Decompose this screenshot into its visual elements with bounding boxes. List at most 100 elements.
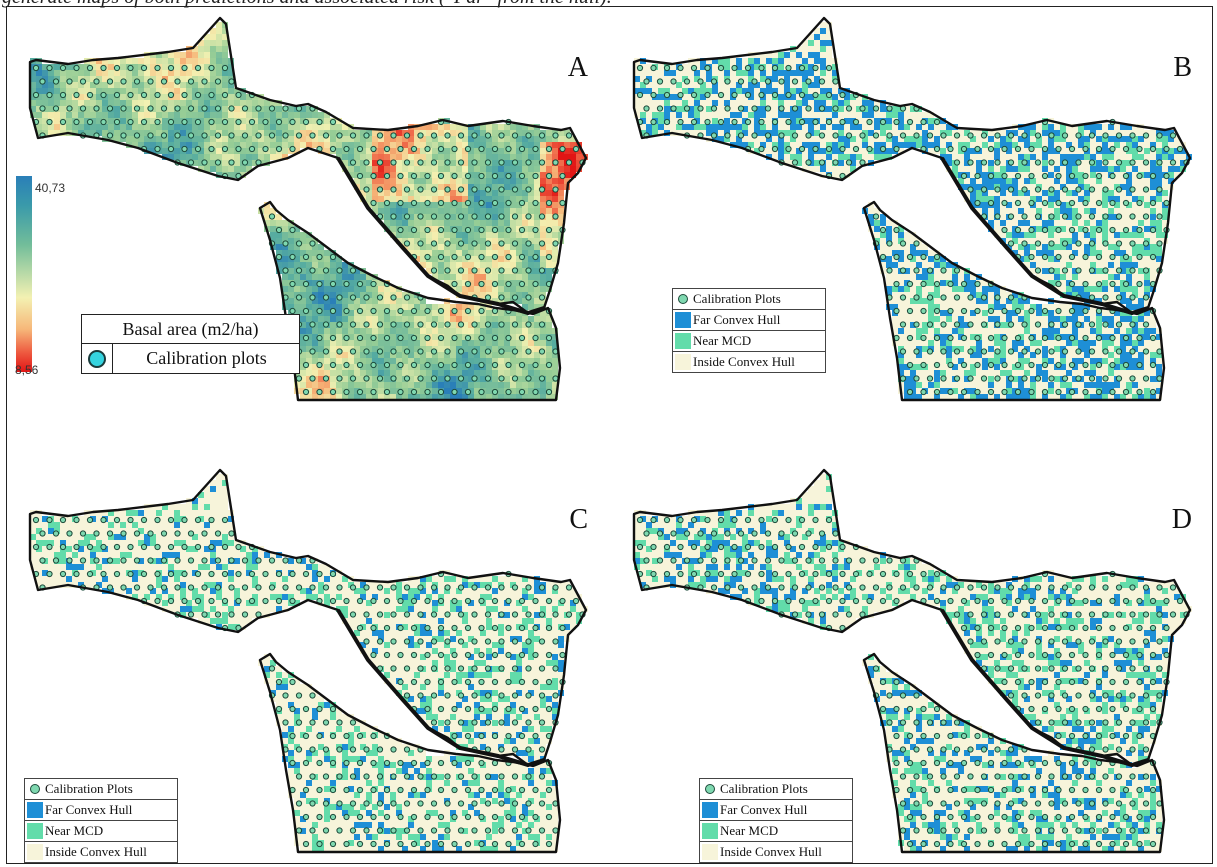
basal-area-cell: [174, 58, 180, 64]
basal-area-cell: [534, 220, 540, 226]
basal-area-cell: [426, 214, 432, 220]
risk-cell: [898, 286, 904, 292]
risk-cell: [1030, 250, 1036, 256]
risk-cell: [1096, 316, 1102, 322]
basal-area-cell: [504, 346, 510, 352]
basal-area-cell: [174, 154, 180, 160]
risk-cell: [1018, 226, 1024, 232]
calibration-plot: [478, 280, 485, 288]
basal-area-cell: [504, 382, 510, 388]
basal-area-cell: [348, 154, 354, 160]
risk-cell: [1066, 310, 1072, 316]
basal-area-cell: [330, 298, 336, 304]
basal-area-cell: [378, 208, 384, 214]
basal-area-cell: [444, 190, 450, 196]
risk-cell: [646, 130, 652, 136]
basal-area-cell: [372, 328, 378, 334]
basal-area-cell: [84, 70, 90, 76]
basal-area-cell: [144, 106, 150, 112]
risk-cell: [652, 70, 658, 76]
basal-area-cell: [342, 352, 348, 358]
basal-area-cell: [252, 136, 258, 142]
calibration-plot: [538, 159, 546, 166]
risk-cell: [1114, 250, 1120, 256]
calibration-plot: [478, 388, 485, 396]
basal-area-cell: [300, 316, 306, 322]
calibration-plot: [410, 307, 418, 315]
risk-cell: [640, 76, 646, 82]
basal-area-cell: [162, 142, 168, 148]
basal-area-cell: [558, 130, 564, 136]
risk-cell: [790, 52, 796, 58]
basal-area-cell: [390, 328, 396, 334]
risk-cell: [784, 112, 790, 118]
basal-area-cell: [222, 46, 228, 52]
risk-cell: [886, 298, 892, 304]
risk-cell: [934, 130, 940, 136]
basal-area-cell: [480, 178, 486, 184]
risk-cell: [1084, 250, 1090, 256]
basal-area-cell: [228, 94, 234, 100]
basal-area-cell: [270, 118, 276, 124]
calibration-plot: [437, 253, 445, 261]
risk-cell: [1030, 262, 1036, 268]
risk-cell: [784, 82, 790, 88]
basal-area-cell: [138, 124, 144, 130]
risk-cell: [796, 58, 802, 64]
risk-cell: [982, 172, 988, 178]
basal-area-cell: [414, 334, 420, 340]
risk-cell: [904, 292, 910, 298]
figure-frame: [6, 6, 1213, 864]
risk-cell: [898, 244, 904, 250]
basal-area-cell: [540, 274, 546, 280]
basal-area-cell: [198, 148, 204, 154]
calibration-plot: [383, 361, 391, 369]
basal-area-cell: [234, 124, 240, 130]
basal-area-cell: [486, 364, 492, 370]
basal-area-cell: [408, 214, 414, 220]
risk-cell: [964, 142, 970, 148]
basal-area-cell: [414, 130, 420, 136]
basal-area-cell: [528, 370, 534, 376]
basal-area-cell: [336, 154, 342, 160]
basal-area-cell: [192, 70, 198, 76]
risk-cell: [1120, 136, 1126, 142]
risk-cell: [886, 280, 892, 286]
risk-cell: [874, 148, 880, 154]
basal-area-cell: [492, 262, 498, 268]
risk-cell: [694, 100, 700, 106]
calibration-plot: [376, 294, 384, 301]
risk-cell: [886, 274, 892, 280]
risk-cell: [802, 118, 808, 124]
risk-cell: [1144, 244, 1150, 250]
basal-area-cell: [528, 352, 534, 358]
risk-cell: [1114, 172, 1120, 178]
risk-cell: [994, 310, 1000, 316]
risk-cell: [1018, 196, 1024, 202]
basal-area-cell: [480, 130, 486, 136]
basal-area-cell: [258, 130, 264, 136]
basal-area-cell: [414, 202, 420, 208]
calibration-plot: [498, 321, 505, 328]
risk-cell: [718, 76, 724, 82]
basal-area-cell: [438, 214, 444, 220]
risk-cell: [928, 310, 934, 316]
basal-area-cell: [522, 178, 528, 184]
basal-area-cell: [498, 178, 504, 184]
risk-cell: [838, 160, 844, 166]
basal-area-cell: [444, 172, 450, 178]
basal-area-cell: [288, 244, 294, 250]
basal-area-cell: [132, 88, 138, 94]
risk-cell: [976, 154, 982, 160]
risk-cell: [1054, 154, 1060, 160]
basal-area-cell: [252, 112, 258, 118]
risk-cell: [706, 88, 712, 94]
risk-cell: [748, 58, 754, 64]
basal-area-cell: [228, 124, 234, 130]
risk-cell: [1018, 322, 1024, 328]
basal-area-cell: [552, 334, 558, 340]
risk-cell: [1102, 310, 1108, 316]
basal-area-cell: [420, 172, 426, 178]
calibration-plot: [316, 118, 323, 126]
basal-area-cell: [300, 358, 306, 364]
